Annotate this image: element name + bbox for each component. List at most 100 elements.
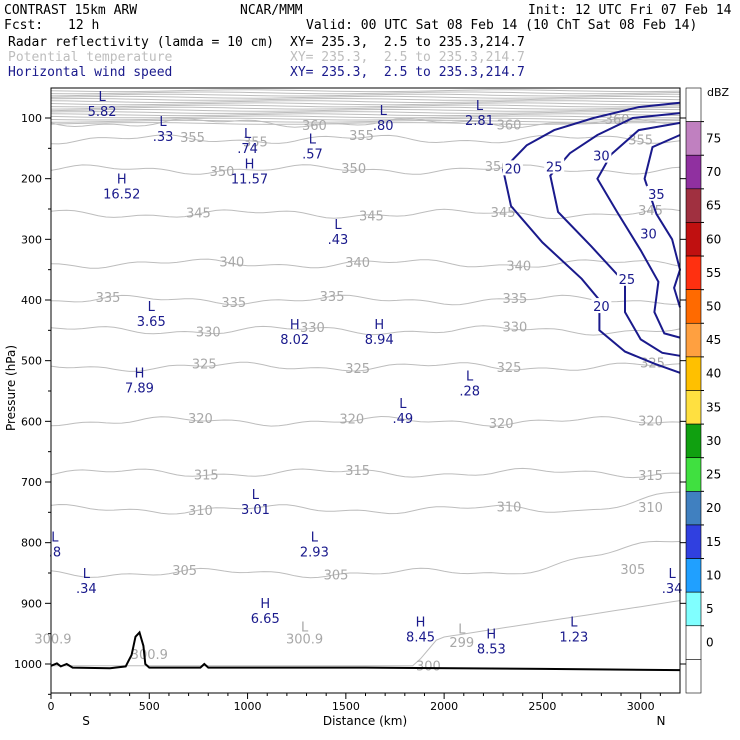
wind-extremum-type: L [309,133,317,148]
theta-label: 315 [345,464,370,479]
theta-band-line [50,106,681,110]
colorbar-swatch [685,423,702,459]
theta-band-line [50,111,681,114]
x-tick-label: 1500 [332,700,360,713]
theta-label: 335 [96,291,121,306]
organization: NCAR/MMM [240,3,303,18]
colorbar-level-label: 30 [706,434,721,448]
wind-extremum-value: 8.02 [280,333,309,348]
wind-contour-label: 20 [505,162,522,177]
forecast-label: Fcst: [4,18,44,33]
theta-label: 305 [324,569,349,584]
theta-contour-345 [50,208,681,220]
wind-contour-label: 30 [640,227,657,242]
theta-band-line [50,115,681,119]
theta-label: 355 [180,131,205,146]
colorbar-level-label: 50 [706,299,721,313]
wind-extremum-value: .34 [76,582,97,597]
theta-label: 350 [341,162,366,177]
theta-contour-305 [50,540,681,579]
wind-extremum-value: 3.65 [137,315,166,330]
wind-extremum-type: L [83,567,91,582]
colorbar-swatch [685,491,702,526]
wind-extremum-type: H [290,318,300,333]
x-end-right: N [657,714,666,728]
theta-band-line [50,100,681,103]
colorbar-level-label: 0 [706,636,714,650]
wind-extremum-type: L [311,530,319,545]
colorbar-swatch [685,591,702,627]
theta-label: 345 [491,206,516,221]
colorbar-level-label: 40 [706,367,721,381]
theta-label: 330 [196,326,221,341]
theta-label: 355 [628,134,653,149]
theta-band-line [50,113,681,117]
theta-label: 315 [194,469,219,484]
theta-label: 360 [605,113,630,128]
theta-extremum-label: 300.9 [131,648,168,663]
theta-label: 310 [188,504,213,519]
theta-label: 355 [243,135,268,150]
wind-extremum-type: H [416,615,426,630]
wind-extremum-type: L [669,567,677,582]
field-name-wind: Horizontal wind speed [8,65,173,80]
colorbar-level-label: 60 [706,232,721,246]
theta-extremum-label: 300.9 [34,633,71,648]
y-tick-label: 200 [21,173,42,186]
colorbar-swatch [685,625,702,660]
wind-extremum-value: 2.81 [465,114,494,129]
theta-contour-325 [50,361,681,372]
y-tick-label: 400 [21,294,42,307]
theta-label: 360 [497,119,522,134]
x-tick-label: 0 [48,700,55,713]
wind-label-bg [502,160,523,176]
theta-contour-350 [50,164,681,175]
y-tick-label: 700 [21,476,42,489]
theta-label: 310 [497,500,522,515]
theta-contour-335 [50,294,681,306]
wind-contour-35 [643,134,682,308]
wind-extremum-value: .80 [373,119,394,134]
y-tick-label: 800 [21,537,42,550]
colorbar-level-label: 15 [706,535,721,549]
colorbar-level-label: 20 [706,501,721,515]
theta-label: 330 [300,321,325,336]
colorbar-swatch [685,255,702,290]
theta-label: 360 [302,119,327,134]
axes: 100 200 300 400 500 600 700 800 900 1000 0 500 1000 1… [4,112,686,728]
wind-extremum-type: L [159,115,167,130]
wind-contour-20 [502,101,681,374]
x-end-left: S [82,714,90,728]
wind-extremum-type: H [374,318,384,333]
colorbar-level-label: 25 [706,468,721,482]
wind-extremum-type: L [51,530,59,545]
colorbar-swatch [685,558,702,593]
wind-extremum-type: L [244,127,252,142]
theta-label: 350 [210,165,235,180]
wind-extremum-type: H [117,173,127,188]
terrain [50,630,681,672]
theta-band-line [50,108,681,112]
wind-extremum-type: L [399,397,407,412]
theta-label: 325 [497,361,522,376]
wind-extremum-value: .28 [459,385,480,400]
colorbar-swatch [685,87,702,122]
wind-extremum-value: 11.57 [231,172,268,187]
x-tick-label: 500 [139,700,160,713]
wind-label-bg [616,270,637,286]
theta-band-line [51,119,681,123]
theta-label: 340 [506,259,531,274]
wind-extremum-value: .49 [393,412,414,427]
theta-band-line [50,117,681,121]
wind-contour-25 [549,112,681,357]
theta-label: 320 [339,413,364,428]
y-tick-label: 1000 [14,658,42,671]
y-tick-label: 500 [21,355,42,368]
wind-extremum-value: 6.65 [251,612,280,627]
wind-extremum-type: H [486,628,496,643]
wind-contour-30 [596,121,681,339]
theta-band-line [50,97,681,101]
colorbar-swatch [685,390,702,425]
y-tick-label: 600 [21,415,42,428]
forecast-hour: 12 h [68,18,100,33]
